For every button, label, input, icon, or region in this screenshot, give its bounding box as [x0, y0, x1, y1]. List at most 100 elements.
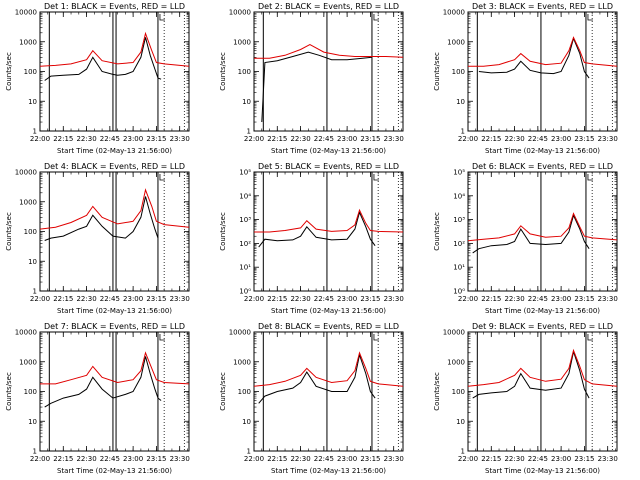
x-tick-label: 22:45	[314, 295, 334, 303]
panel-title: Det 5: BLACK = Events, RED = LLD	[258, 162, 399, 171]
y-axis-label: Counts/sec	[219, 372, 227, 411]
panel-det-4: Det 4: BLACK = Events, RED = LLD Counts/s…	[5, 162, 190, 315]
y-tick-label: 1000	[19, 358, 37, 366]
plot-frame	[467, 171, 618, 292]
x-tick-label: 23:15	[574, 295, 594, 303]
events-series-line	[258, 352, 376, 404]
lld-series-line	[39, 31, 190, 67]
bracket-mark	[373, 174, 379, 181]
bracket-mark	[587, 14, 593, 21]
y-tick-label: 100	[452, 68, 465, 76]
panel-det-5: Det 5: BLACK = Events, RED = LLD Counts/s…	[219, 162, 404, 315]
x-tick-label: 22:30	[504, 455, 524, 463]
y-tick-label: 1	[461, 128, 465, 136]
x-axis-label: Start Time (02-May-13 21:56:00)	[271, 307, 386, 315]
bracket-mark	[587, 174, 593, 181]
y-tick-label: 100	[238, 68, 251, 76]
x-tick-label: 23:00	[123, 455, 143, 463]
y-tick-label: 1	[247, 448, 251, 456]
y-tick-label: 100	[24, 68, 37, 76]
x-tick-label: 22:30	[504, 295, 524, 303]
panel-title: Det 8: BLACK = Events, RED = LLD	[258, 322, 399, 331]
x-axis-label: Start Time (02-May-13 21:56:00)	[485, 467, 600, 475]
y-axis-label: Counts/sec	[433, 52, 441, 91]
y-tick-label: 10000	[15, 9, 37, 17]
x-tick-label: 23:15	[360, 295, 380, 303]
bracket-mark	[159, 174, 165, 181]
x-axis-label: Start Time (02-May-13 21:56:00)	[485, 147, 600, 155]
panel-det-2: Det 2: BLACK = Events, RED = LLD Counts/s…	[219, 2, 404, 155]
events-series-line	[44, 196, 159, 241]
x-tick-label: 23:30	[384, 135, 404, 143]
lld-series-line	[254, 208, 404, 233]
plot-frame	[39, 331, 190, 452]
panel-det-1: Det 1: BLACK = Events, RED = LLD Counts/s…	[5, 2, 190, 155]
panel-title: Det 4: BLACK = Events, RED = LLD	[44, 162, 185, 171]
lld-series-line	[39, 188, 190, 230]
y-tick-label: 10000	[15, 329, 37, 337]
y-tick-label: 100	[24, 228, 37, 236]
events-series-line	[44, 37, 162, 81]
x-tick-label: 22:00	[458, 135, 478, 143]
plot-frame	[39, 171, 190, 292]
x-tick-label: 22:45	[100, 135, 120, 143]
y-tick-label: 10	[242, 98, 251, 106]
events-series-line	[44, 356, 162, 408]
x-tick-label: 22:15	[53, 295, 73, 303]
y-tick-label: 1000	[233, 38, 251, 46]
x-tick-label: 22:00	[30, 295, 50, 303]
x-tick-label: 22:30	[76, 295, 96, 303]
events-series-line	[258, 210, 376, 248]
y-tick-label: 10⁵	[453, 169, 465, 177]
y-tick-label: 10	[456, 418, 465, 426]
x-tick-label: 22:15	[481, 455, 501, 463]
y-tick-label: 10000	[443, 329, 465, 337]
x-tick-label: 23:30	[384, 295, 404, 303]
panel-det-3: Det 3: BLACK = Events, RED = LLD Counts/s…	[433, 2, 618, 155]
x-tick-label: 23:30	[598, 295, 618, 303]
plot-frame	[39, 11, 190, 132]
y-tick-label: 1	[33, 448, 37, 456]
y-axis-label: Counts/sec	[5, 212, 13, 251]
x-tick-label: 22:30	[290, 455, 310, 463]
lld-series-line	[468, 36, 618, 67]
y-tick-label: 10	[242, 418, 251, 426]
bracket-mark	[159, 334, 165, 341]
x-tick-label: 23:30	[170, 455, 190, 463]
x-tick-label: 22:45	[314, 455, 334, 463]
y-tick-label: 10³	[453, 216, 465, 224]
events-series-line	[472, 213, 590, 254]
y-tick-label: 1000	[19, 38, 37, 46]
y-tick-label: 1	[461, 448, 465, 456]
events-series-line	[478, 36, 590, 79]
y-tick-label: 10000	[15, 169, 37, 177]
y-tick-label: 10	[28, 258, 37, 266]
x-axis-label: Start Time (02-May-13 21:56:00)	[57, 307, 172, 315]
y-tick-label: 10²	[239, 240, 251, 248]
x-tick-label: 22:00	[30, 135, 50, 143]
x-tick-label: 23:00	[551, 455, 571, 463]
y-tick-label: 1	[33, 288, 37, 296]
x-axis-label: Start Time (02-May-13 21:56:00)	[57, 147, 172, 155]
y-tick-label: 100	[452, 388, 465, 396]
x-tick-label: 22:15	[267, 455, 287, 463]
panel-title: Det 6: BLACK = Events, RED = LLD	[472, 162, 613, 171]
y-tick-label: 1000	[19, 198, 37, 206]
y-tick-label: 10¹	[453, 264, 465, 272]
x-tick-label: 23:00	[337, 135, 357, 143]
x-tick-label: 22:00	[244, 295, 264, 303]
x-tick-label: 22:45	[528, 135, 548, 143]
y-tick-label: 10⁰	[453, 288, 465, 296]
y-tick-label: 10⁰	[239, 288, 251, 296]
x-tick-label: 23:15	[360, 135, 380, 143]
x-tick-label: 22:30	[290, 135, 310, 143]
x-tick-label: 23:15	[360, 455, 380, 463]
y-tick-label: 10000	[443, 9, 465, 17]
x-tick-label: 23:15	[574, 135, 594, 143]
panel-title: Det 2: BLACK = Events, RED = LLD	[258, 2, 399, 11]
x-tick-label: 22:00	[30, 455, 50, 463]
x-tick-label: 22:15	[267, 295, 287, 303]
lld-series-line	[467, 348, 618, 387]
y-axis-label: Counts/sec	[433, 372, 441, 411]
